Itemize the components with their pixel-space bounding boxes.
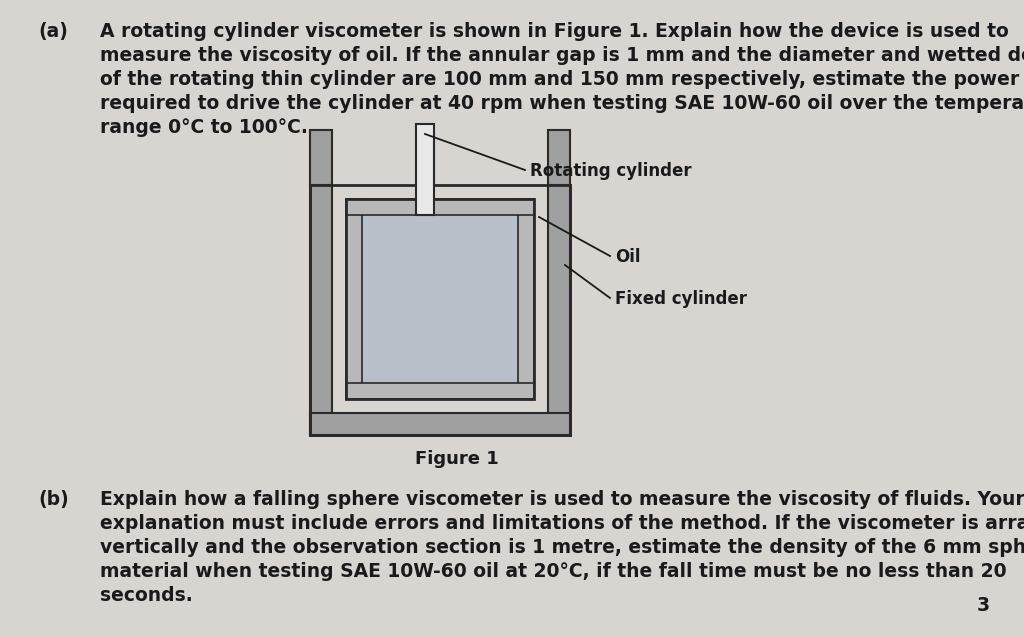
Bar <box>346 199 362 399</box>
Bar <box>346 199 534 399</box>
Text: vertically and the observation section is 1 metre, estimate the density of the 6: vertically and the observation section i… <box>100 538 1024 557</box>
Bar <box>310 185 332 435</box>
Bar <box>548 185 570 435</box>
Text: Fixed cylinder: Fixed cylinder <box>615 290 746 308</box>
Text: explanation must include errors and limitations of the method. If the viscometer: explanation must include errors and limi… <box>100 514 1024 533</box>
Bar <box>346 199 534 399</box>
Text: Rotating cylinder: Rotating cylinder <box>530 162 691 180</box>
Text: (b): (b) <box>38 490 69 509</box>
Bar <box>346 199 534 215</box>
Text: of the rotating thin cylinder are 100 mm and 150 mm respectively, estimate the p: of the rotating thin cylinder are 100 mm… <box>100 70 1024 89</box>
Bar <box>310 130 332 185</box>
Text: Explain how a falling sphere viscometer is used to measure the viscosity of flui: Explain how a falling sphere viscometer … <box>100 490 1024 509</box>
Bar <box>310 185 570 435</box>
Text: required to drive the cylinder at 40 rpm when testing SAE 10W-60 oil over the te: required to drive the cylinder at 40 rpm… <box>100 94 1024 113</box>
Bar <box>346 383 534 399</box>
Bar <box>310 413 570 435</box>
Bar <box>416 124 434 215</box>
Bar <box>548 130 570 185</box>
Text: Figure 1: Figure 1 <box>415 450 499 468</box>
Text: (a): (a) <box>38 22 68 41</box>
Bar <box>362 215 518 383</box>
Text: 3: 3 <box>977 596 990 615</box>
Text: material when testing SAE 10W-60 oil at 20°C, if the fall time must be no less t: material when testing SAE 10W-60 oil at … <box>100 562 1007 581</box>
Text: range 0°C to 100°C.: range 0°C to 100°C. <box>100 118 308 137</box>
Text: measure the viscosity of oil. If the annular gap is 1 mm and the diameter and we: measure the viscosity of oil. If the ann… <box>100 46 1024 65</box>
Text: A rotating cylinder viscometer is shown in Figure 1. Explain how the device is u: A rotating cylinder viscometer is shown … <box>100 22 1009 41</box>
Text: Oil: Oil <box>615 248 640 266</box>
Bar <box>518 199 534 399</box>
Text: seconds.: seconds. <box>100 586 193 605</box>
